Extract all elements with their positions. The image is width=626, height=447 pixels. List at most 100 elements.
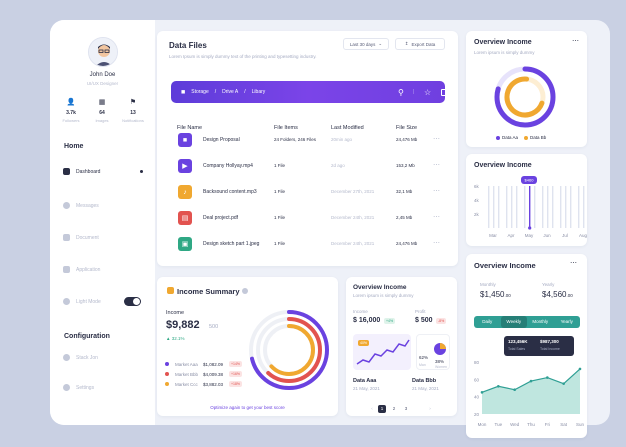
data-a-date: 21 May, 2021: [353, 386, 380, 391]
search-icon[interactable]: ⚲: [398, 87, 404, 97]
monthly-amount: $1,450: [480, 290, 505, 299]
trend-up-icon: ▲: [166, 336, 171, 341]
area-point[interactable]: [562, 382, 565, 385]
more-icon[interactable]: ⋯: [433, 188, 440, 195]
stat-value: 13: [130, 110, 136, 116]
stat-label: Followers: [62, 118, 80, 123]
bar[interactable]: [534, 186, 536, 228]
area-point[interactable]: [480, 391, 484, 394]
pagination-page-3[interactable]: 3: [404, 406, 408, 411]
bar[interactable]: [506, 186, 508, 228]
more-icon[interactable]: ⋯: [433, 214, 440, 221]
file-items: 1 File: [274, 163, 286, 168]
nav-config-heading: Configuration: [64, 333, 110, 340]
x-tick-label: Jun: [543, 233, 551, 238]
area-point[interactable]: [513, 388, 516, 392]
area-point[interactable]: [546, 376, 549, 379]
bar[interactable]: [552, 186, 554, 228]
area-point[interactable]: [578, 367, 582, 371]
column-header-name[interactable]: File Name: [177, 125, 203, 131]
overview-mid-left-value: $ 16,000: [353, 317, 381, 324]
table-row[interactable]: ▤ Deal project.pdf 1 File December 24th, 20…: [171, 209, 445, 229]
column-header-size[interactable]: File Size: [396, 125, 418, 131]
pagination-next[interactable]: ›: [429, 406, 431, 411]
income-label: Income: [166, 310, 185, 316]
sidebar-item-dashboard[interactable]: Dashboard: [63, 168, 143, 175]
more-icon[interactable]: ⋯: [570, 260, 577, 267]
x-tick-label: Mar: [489, 233, 497, 238]
file-size: 32,1 Mb: [396, 189, 413, 194]
more-icon[interactable]: ⋯: [433, 136, 440, 143]
stat-followers: 👤 3.7k Followers: [56, 98, 86, 123]
file-size: 2,45 Mb: [396, 215, 413, 220]
tab-monthly[interactable]: Monthly: [532, 319, 549, 324]
table-row[interactable]: ♪ Backsound content.mp3 1 File December 27t…: [171, 183, 445, 203]
income-summary-footer[interactable]: Optimize again to get your best score: [210, 405, 285, 410]
sidebar-item-document[interactable]: Document: [63, 234, 143, 241]
sidebar-item-application[interactable]: Application: [63, 266, 143, 273]
tab-weekly[interactable]: Weekly: [500, 316, 527, 328]
more-icon[interactable]: ⋯: [433, 162, 440, 169]
light-mode-toggle[interactable]: [124, 297, 141, 306]
export-icon: ↥: [404, 41, 409, 46]
bar[interactable]: [565, 186, 567, 228]
sidebar-item-stack[interactable]: Stack Jon: [63, 354, 143, 361]
bar[interactable]: [488, 186, 490, 228]
table-row[interactable]: ▶ Company Hollyay.mp4 1 File 2d ago 153,2 Mb…: [171, 157, 445, 177]
y-tick-label: 2k: [474, 212, 480, 217]
bar[interactable]: [529, 186, 531, 228]
pagination-page-2[interactable]: 2: [392, 406, 396, 411]
sidebar-item-settings[interactable]: Settings: [63, 384, 143, 391]
column-header-items[interactable]: File Items: [274, 125, 298, 131]
table-row[interactable]: ■ Design Proposal 24 Folders, 246 Files 20m…: [171, 131, 445, 151]
yearly-value: $4,560.00: [542, 290, 573, 299]
market-row: Market Ccc $3,882.03 +18%: [165, 381, 243, 387]
more-icon[interactable]: ⋯: [572, 38, 579, 45]
bar-highlight-dot: [528, 226, 532, 230]
x-tick-label: Sun: [576, 422, 585, 427]
file-name: Design Proposal: [203, 137, 240, 143]
bar[interactable]: [524, 186, 526, 228]
date-range-label: Last 30 days: [349, 41, 376, 47]
overview-income-bar-card: Overview Income 6k 4k 2k Mar Apr May $460 Jun Ju…: [466, 154, 587, 246]
star-icon[interactable]: ☆: [424, 87, 432, 97]
area-point[interactable]: [529, 379, 533, 383]
pagination-prev[interactable]: ‹: [371, 406, 373, 411]
table-row[interactable]: ▣ Design sketch part 1.jpeg 1 File December…: [171, 235, 445, 255]
file-size: 153,2 Mb: [396, 163, 415, 168]
stat-label: Images: [95, 118, 109, 123]
bar[interactable]: [498, 186, 500, 228]
more-icon[interactable]: ⋯: [433, 240, 440, 247]
column-header-modified[interactable]: Last Modified: [331, 125, 364, 131]
bar[interactable]: [511, 186, 513, 228]
bar[interactable]: [578, 186, 580, 228]
avatar[interactable]: [88, 37, 118, 67]
stat-notifications: ⚑ 13 Notifications: [118, 98, 148, 123]
export-data-button[interactable]: ↥ Export Data: [395, 38, 445, 50]
layout-icon[interactable]: [441, 88, 448, 96]
breadcrumb-storage[interactable]: Storage: [191, 89, 209, 95]
info-icon[interactable]: [242, 288, 248, 294]
sun-icon: [63, 298, 70, 305]
breadcrumb-library[interactable]: Libary: [251, 89, 266, 95]
bar[interactable]: [493, 186, 495, 228]
area-point[interactable]: [497, 384, 500, 388]
bar[interactable]: [560, 186, 562, 228]
bar[interactable]: [547, 186, 549, 228]
home-icon: [63, 168, 70, 175]
bar[interactable]: [542, 186, 544, 228]
user-icon: 👤: [66, 99, 76, 106]
file-name: Backsound content.mp3: [203, 189, 257, 195]
breadcrumb-drive[interactable]: Drive A: [222, 89, 239, 95]
sidebar-item-messages[interactable]: Messages: [63, 202, 143, 209]
date-range-dropdown[interactable]: Last 30 days ⌄: [343, 38, 389, 50]
bar[interactable]: [583, 186, 585, 228]
pagination-page-1[interactable]: 1: [378, 405, 386, 413]
bar[interactable]: [516, 186, 518, 228]
tab-daily[interactable]: Daily: [482, 319, 493, 324]
tab-yearly[interactable]: Yearly: [560, 319, 573, 324]
overview-mid-left-badge: +4%: [384, 318, 396, 324]
x-tick-label: Fri: [545, 422, 550, 427]
stack-icon: [63, 354, 70, 361]
bar[interactable]: [570, 186, 572, 228]
